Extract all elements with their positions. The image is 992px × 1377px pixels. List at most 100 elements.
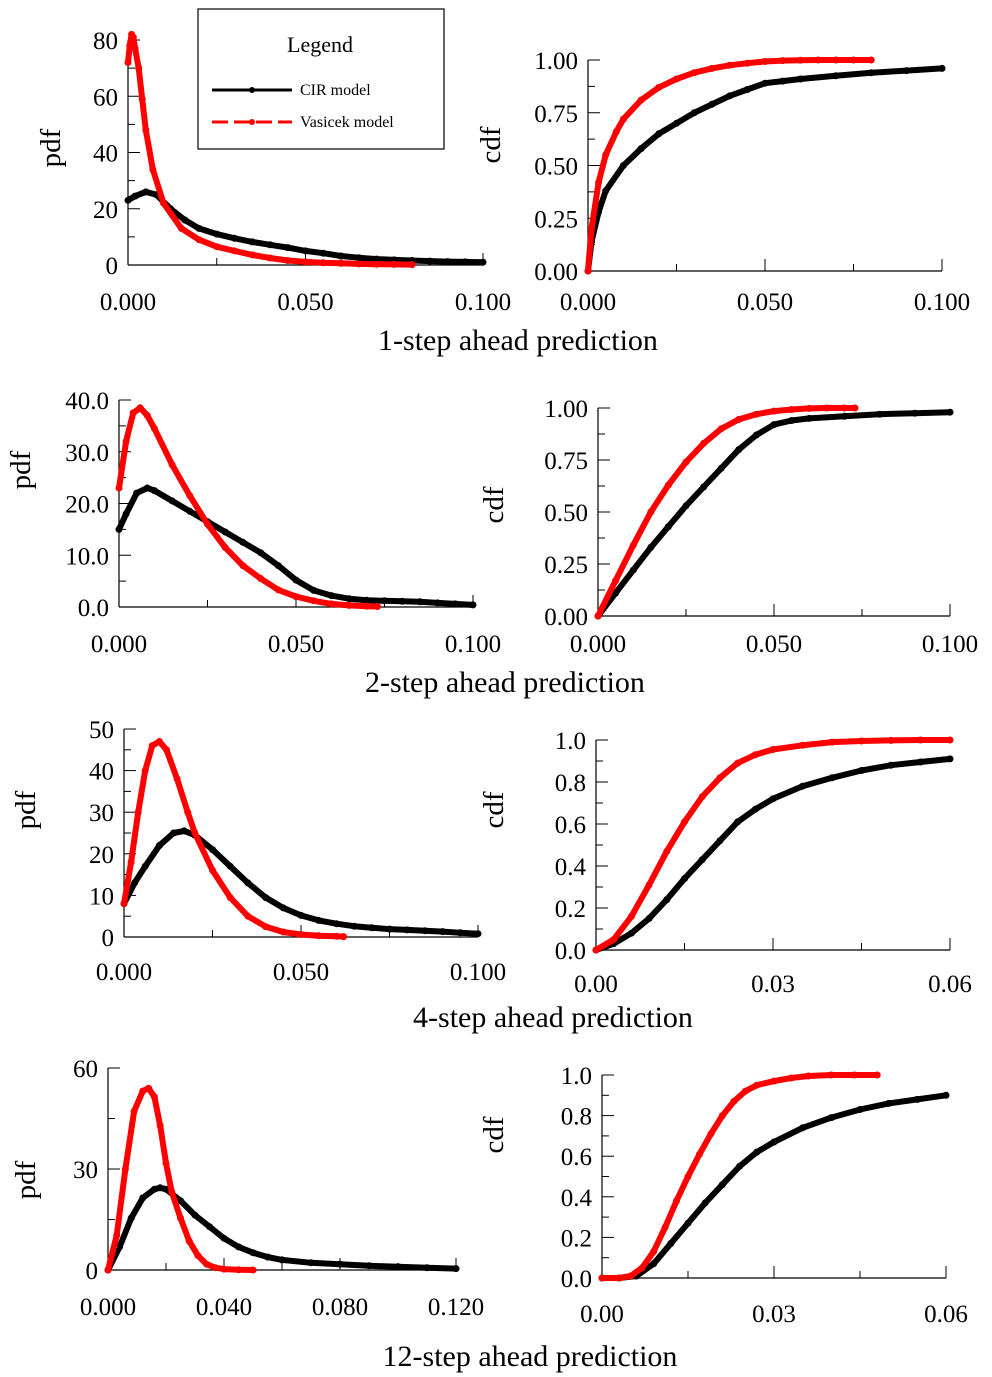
series-cir-point [262, 894, 270, 901]
series-vasicek-point [127, 858, 135, 866]
y-tick-label: 30 [89, 800, 114, 827]
series-vasicek-point [647, 508, 655, 516]
series-cir-point [266, 241, 274, 249]
y-tick-label: 40.0 [65, 388, 109, 415]
series-vasicek-point [177, 1214, 184, 1222]
y-tick-label: 30 [73, 1157, 98, 1184]
y-axis-label: pdf [10, 790, 42, 829]
series-cir-point [751, 805, 759, 813]
series-vasicek-point [887, 736, 895, 744]
series-vasicek-point [828, 738, 836, 746]
caption-4-step: 4-step ahead prediction [413, 1001, 693, 1034]
series-cir-point [226, 862, 234, 870]
series-cir-point [474, 930, 482, 938]
series-vasicek-point [408, 261, 416, 269]
series-vasicek-point [191, 829, 199, 837]
series-vasicek-point [751, 751, 759, 759]
series-cir-point [682, 502, 690, 510]
series-cir-point [244, 879, 252, 887]
series-vasicek-point [716, 774, 724, 782]
legend-marker-cir [249, 87, 255, 93]
y-tick-label: 0.6 [555, 812, 586, 839]
series-vasicek-point [827, 1071, 835, 1079]
series-cir-point [456, 929, 464, 937]
series-vasicek-point [226, 894, 234, 901]
series-cir-point [239, 538, 247, 546]
series-cir-point [156, 1184, 164, 1192]
series-vasicek-line [595, 405, 858, 619]
series-cir-point [664, 523, 672, 531]
x-tick-label: 0.06 [924, 1301, 968, 1328]
series-cir-point [734, 818, 742, 826]
series-cir-point [122, 510, 130, 518]
series-vasicek-point [284, 257, 292, 264]
y-tick-label: 0.25 [544, 552, 588, 579]
series-vasicek-point [184, 808, 192, 816]
series-vasicek-point [248, 251, 256, 259]
series-cir-point [426, 257, 434, 265]
series-cir-point [398, 597, 406, 605]
series-vasicek-line [116, 404, 381, 610]
x-tick-label: 0.100 [450, 959, 506, 986]
y-axis-label: pdf [10, 1160, 42, 1199]
series-vasicek-point [315, 932, 323, 940]
caption-1-step: 1-step ahead prediction [378, 324, 658, 357]
x-tick-label: 0.080 [312, 1294, 368, 1321]
series-cir-point [191, 1211, 199, 1219]
series-vasicek-point [592, 946, 600, 954]
series-vasicek-point [185, 1237, 193, 1245]
series-cir-point [143, 484, 151, 492]
panel-2-cdf: 0.000 0.050 0.100 0.00 0.25 0.50 0.75 1.00 cdf [475, 48, 970, 316]
series-cir-point [903, 67, 911, 75]
y-axis-label: pdf [5, 450, 37, 489]
x-tick-label: 0.100 [922, 631, 978, 658]
series-vasicek-point [129, 409, 137, 417]
series-vasicek-point [645, 881, 653, 889]
series-cir-point [162, 1185, 170, 1193]
series-vasicek-point [168, 1188, 176, 1196]
y-axis-label: cdf [475, 126, 507, 163]
x-tick-label: 0.06 [928, 971, 972, 998]
series-vasicek-point [135, 64, 143, 72]
series-vasicek-point [610, 936, 618, 943]
series-vasicek-point [655, 83, 663, 91]
series-vasicek-point [612, 577, 620, 585]
series-vasicek-point [160, 199, 167, 207]
series-cir-point [673, 119, 680, 127]
series-vasicek-point [221, 544, 229, 551]
series-cir-point [876, 410, 884, 418]
series-vasicek-point [104, 1266, 112, 1274]
series-cir-point [139, 1194, 147, 1202]
panel-6-cdf: 0.00 0.03 0.06 0.0 0.2 0.4 0.6 0.8 1.0 cdf [478, 728, 972, 998]
series-vasicek-point [650, 1248, 658, 1256]
series-vasicek-point [690, 69, 698, 77]
x-tick-label: 0.000 [570, 631, 626, 658]
x-tick-label: 0.000 [91, 631, 147, 658]
series-cir-point [403, 926, 411, 934]
y-tick-label: 0.75 [534, 101, 578, 128]
x-tick-label: 0.03 [752, 1301, 796, 1328]
series-cir-point [444, 258, 451, 266]
y-tick-label: 20 [93, 197, 118, 224]
series-cir-point [302, 247, 309, 255]
series-cir-point [355, 254, 363, 262]
series-cir-point [416, 598, 424, 606]
series-vasicek-point [136, 404, 144, 412]
series-cir-point [195, 224, 203, 232]
series-cir-point [186, 507, 194, 515]
series-cir-point [946, 755, 954, 763]
series-vasicek-point [121, 1165, 129, 1173]
series-cir-point [337, 252, 345, 260]
series-cir-point [180, 827, 188, 835]
series-vasicek-point [700, 439, 708, 447]
series-cir-point [345, 595, 353, 603]
series-vasicek-point [186, 492, 194, 500]
series-cir-point [368, 924, 376, 932]
x-tick-label: 0.00 [580, 1301, 624, 1328]
x-tick-label: 0.050 [746, 631, 802, 658]
series-cir-point [124, 196, 132, 204]
series-vasicek-point [156, 1122, 164, 1130]
legend-title: Legend [287, 32, 353, 57]
